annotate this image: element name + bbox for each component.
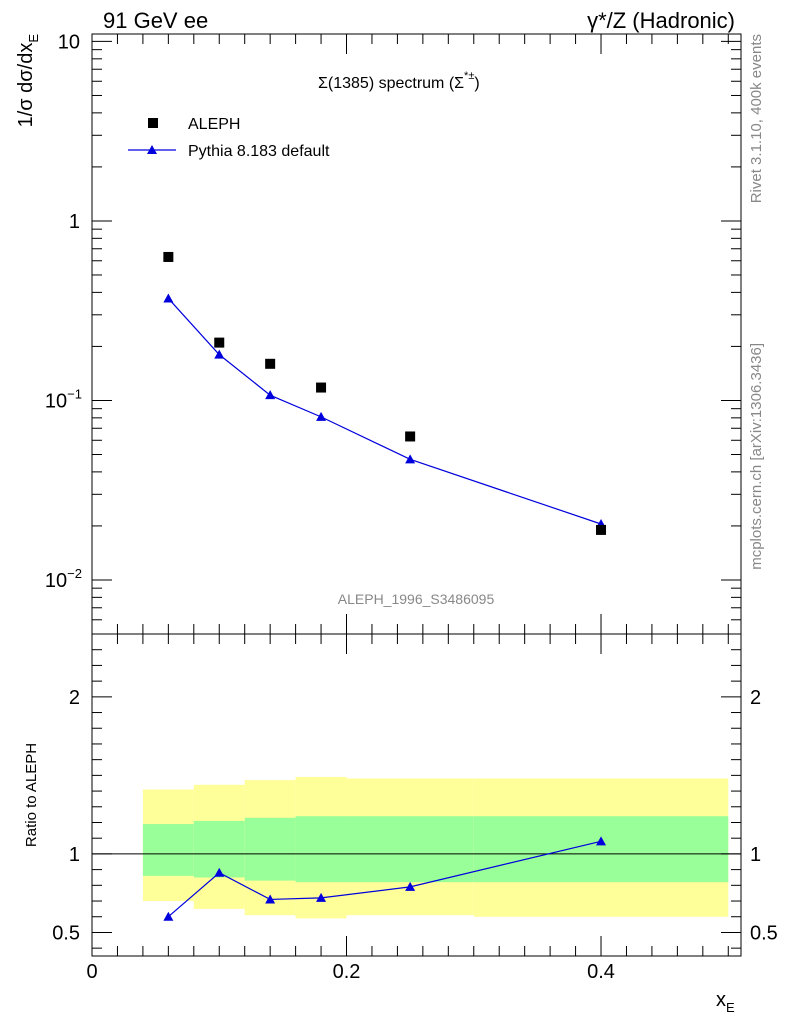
- ratio-ytick-label-left: 2: [69, 687, 80, 709]
- ratio-xtick-label: 0.2: [333, 961, 361, 983]
- main-data-point: [316, 382, 327, 393]
- ratio-xtick-label: 0.4: [587, 961, 615, 983]
- main-ytick-base: 10: [58, 31, 80, 53]
- main-ytick-exp: −1: [67, 386, 82, 401]
- main-data-series: [163, 251, 607, 535]
- main-ytick-label: 10−2: [45, 566, 82, 592]
- main-mc-series: [163, 293, 607, 528]
- main-ytick-label: 10: [58, 31, 80, 53]
- main-data-point: [596, 524, 607, 535]
- legend-pythia-marker: [147, 145, 157, 154]
- ratio-xlabel-text: x: [716, 989, 726, 1011]
- plot-title: Σ(1385) spectrum (Σ*±): [318, 70, 480, 92]
- main-mc-line: [167, 298, 602, 525]
- ratio-band-inner: [244, 817, 296, 881]
- ratio-mc-point: [214, 867, 225, 877]
- ratio-band-inner: [346, 816, 474, 883]
- legend-aleph-marker: [148, 118, 158, 128]
- main-ytick-base: 10: [45, 570, 67, 592]
- main-data-point: [265, 358, 276, 369]
- legend-pythia-label: Pythia 8.183 default: [188, 143, 330, 160]
- main-ytick-base: 1: [69, 211, 80, 233]
- main-data-point: [405, 431, 416, 442]
- main-mc-point: [163, 293, 174, 303]
- main-mc-point: [316, 411, 327, 421]
- ratio-ylabel: Ratio to ALEPH: [23, 743, 40, 847]
- ratio-ytick-label-right: 2: [750, 687, 761, 709]
- ratio-mc-point: [265, 894, 276, 904]
- legend-aleph-label: ALEPH: [188, 116, 240, 133]
- ratio-xlabel: xE: [716, 989, 735, 1015]
- ratio-ytick-labels: 0.5 0.5 1 1 2 2: [52, 687, 778, 945]
- ratio-band-inner: [142, 824, 194, 876]
- main-data-point: [163, 251, 174, 262]
- main-data-point: [214, 337, 225, 348]
- ratio-ytick-label-left: 1: [69, 844, 80, 866]
- ratio-panel: 0.5 0.5 1 1 2 2 0 0.2 0.4 Ratio to ALEPH xE: [23, 633, 778, 1015]
- ratio-bands: [142, 776, 729, 919]
- main-ytick-exp: −2: [67, 566, 82, 581]
- main-ytick-label: 10−1: [45, 386, 82, 412]
- main-ylabel: 1/σ dσ/dxE: [15, 34, 41, 128]
- plot-title-main: Σ(1385) spectrum (Σ: [318, 75, 464, 92]
- rivet-label: Rivet 3.1.10, 400k events: [748, 34, 765, 203]
- ratio-mc-point: [405, 881, 416, 891]
- ratio-mc-series: [163, 836, 607, 921]
- main-ylabel-sub: E: [26, 34, 41, 43]
- analysis-id: ALEPH_1996_S3486095: [338, 591, 495, 607]
- ratio-mc-line: [167, 840, 602, 918]
- main-ytick-base: 10: [45, 390, 67, 412]
- main-ylabel-text: 1/σ dσ/dx: [15, 43, 37, 128]
- header-right: γ*/Z (Hadronic): [587, 8, 735, 33]
- ratio-xtick-label: 0: [86, 961, 97, 983]
- main-ytick-label: 1: [69, 211, 80, 233]
- ratio-ytick-label-left: 0.5: [52, 922, 80, 944]
- main-mc-point: [214, 349, 225, 359]
- legend: ALEPH Pythia 8.183 default: [128, 116, 330, 160]
- main-mc-point: [405, 454, 416, 464]
- ratio-mc-point: [596, 836, 607, 846]
- plot-title-close: ): [474, 75, 479, 92]
- ratio-ytick-label-right: 0.5: [750, 922, 778, 944]
- source-label: mcplots.cern.ch [arXiv:1306.3436]: [748, 343, 765, 570]
- ratio-ytick-label-right: 1: [750, 844, 761, 866]
- main-tick-marks: [91, 34, 741, 635]
- ratio-frame: [91, 633, 742, 957]
- ratio-xlabel-sub: E: [726, 1000, 735, 1015]
- main-mc-point: [265, 390, 276, 400]
- header-left: 91 GeV ee: [103, 8, 208, 33]
- ratio-xtick-labels: 0 0.2 0.4: [86, 961, 614, 983]
- ratio-band-inner: [295, 816, 347, 883]
- plot-title-sup: *±: [464, 70, 474, 82]
- ratio-mc-point: [163, 911, 174, 921]
- ratio-mc-point: [316, 892, 327, 902]
- ratio-band-inner: [473, 816, 729, 883]
